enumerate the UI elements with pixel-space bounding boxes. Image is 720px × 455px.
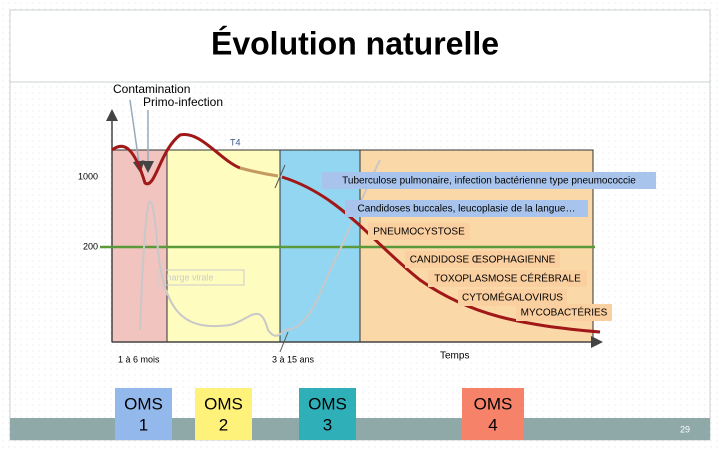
viral-load-curve-late — [284, 159, 381, 331]
event-box — [458, 289, 567, 306]
event-label: TOXOPLASMOSE CÉRÉBRALE — [434, 272, 581, 285]
event-label: CANDIDOSE ŒSOPHAGIENNE — [410, 255, 556, 266]
event-label: Tuberculose pulmonaire, infection bactér… — [342, 176, 636, 187]
level-label: 1000 — [78, 171, 98, 181]
event-label: MYCOBACTÉRIES — [521, 306, 608, 319]
phase-label: Primo-infection — [143, 95, 223, 109]
event-box — [368, 223, 470, 240]
phase-label: Contamination — [113, 82, 190, 96]
viral-load-curve — [139, 200, 286, 337]
stage-number: 4 — [488, 415, 497, 434]
t4-label: T4 — [230, 137, 241, 147]
axis-break — [274, 164, 286, 189]
title-box — [9, 9, 711, 83]
event-box — [345, 200, 588, 217]
time-label: Temps — [440, 351, 469, 362]
stage-number: 1 — [139, 415, 148, 434]
event-box — [428, 270, 587, 287]
stage-box — [462, 388, 524, 440]
footer-bar — [10, 418, 710, 440]
stage-label: OMS — [204, 394, 243, 413]
event-box — [516, 304, 612, 321]
stage-label: OMS — [308, 394, 347, 413]
event-label: Candidoses buccales, leucoplasie de la l… — [358, 204, 576, 215]
viral-load-label: charge virale — [162, 272, 214, 282]
t4-curve-late — [281, 175, 601, 334]
title: Évolution naturelle — [211, 25, 499, 61]
event-box — [405, 251, 560, 268]
axis-break — [279, 331, 289, 353]
viral-load-box — [157, 269, 245, 286]
contamination-arrow — [129, 99, 145, 173]
stages: OMS 1 OMS 2 OMS 3 OMS 4 — [115, 388, 524, 440]
stage-box — [299, 388, 356, 440]
stage-number: 2 — [219, 415, 228, 434]
stage-label: OMS — [474, 394, 513, 413]
event-label: PNEUMOCYSTOSE — [373, 227, 465, 238]
stage-number: 3 — [323, 415, 332, 434]
event-box — [322, 172, 656, 189]
event-label: CYTOMÉGALOVIRUS — [462, 291, 563, 304]
events: Tuberculose pulmonaire, infection bactér… — [322, 172, 656, 321]
t4-curve-gap — [239, 166, 279, 178]
period-label: 3 à 15 ans — [272, 354, 315, 364]
stage-label: OMS — [124, 394, 163, 413]
t4-curve-early — [111, 133, 241, 186]
period-label: 1 à 6 mois — [118, 354, 160, 364]
stage-box — [115, 388, 172, 440]
level-label: 200 — [83, 241, 98, 251]
stage-box — [195, 388, 252, 440]
page-number: 29 — [680, 424, 690, 434]
